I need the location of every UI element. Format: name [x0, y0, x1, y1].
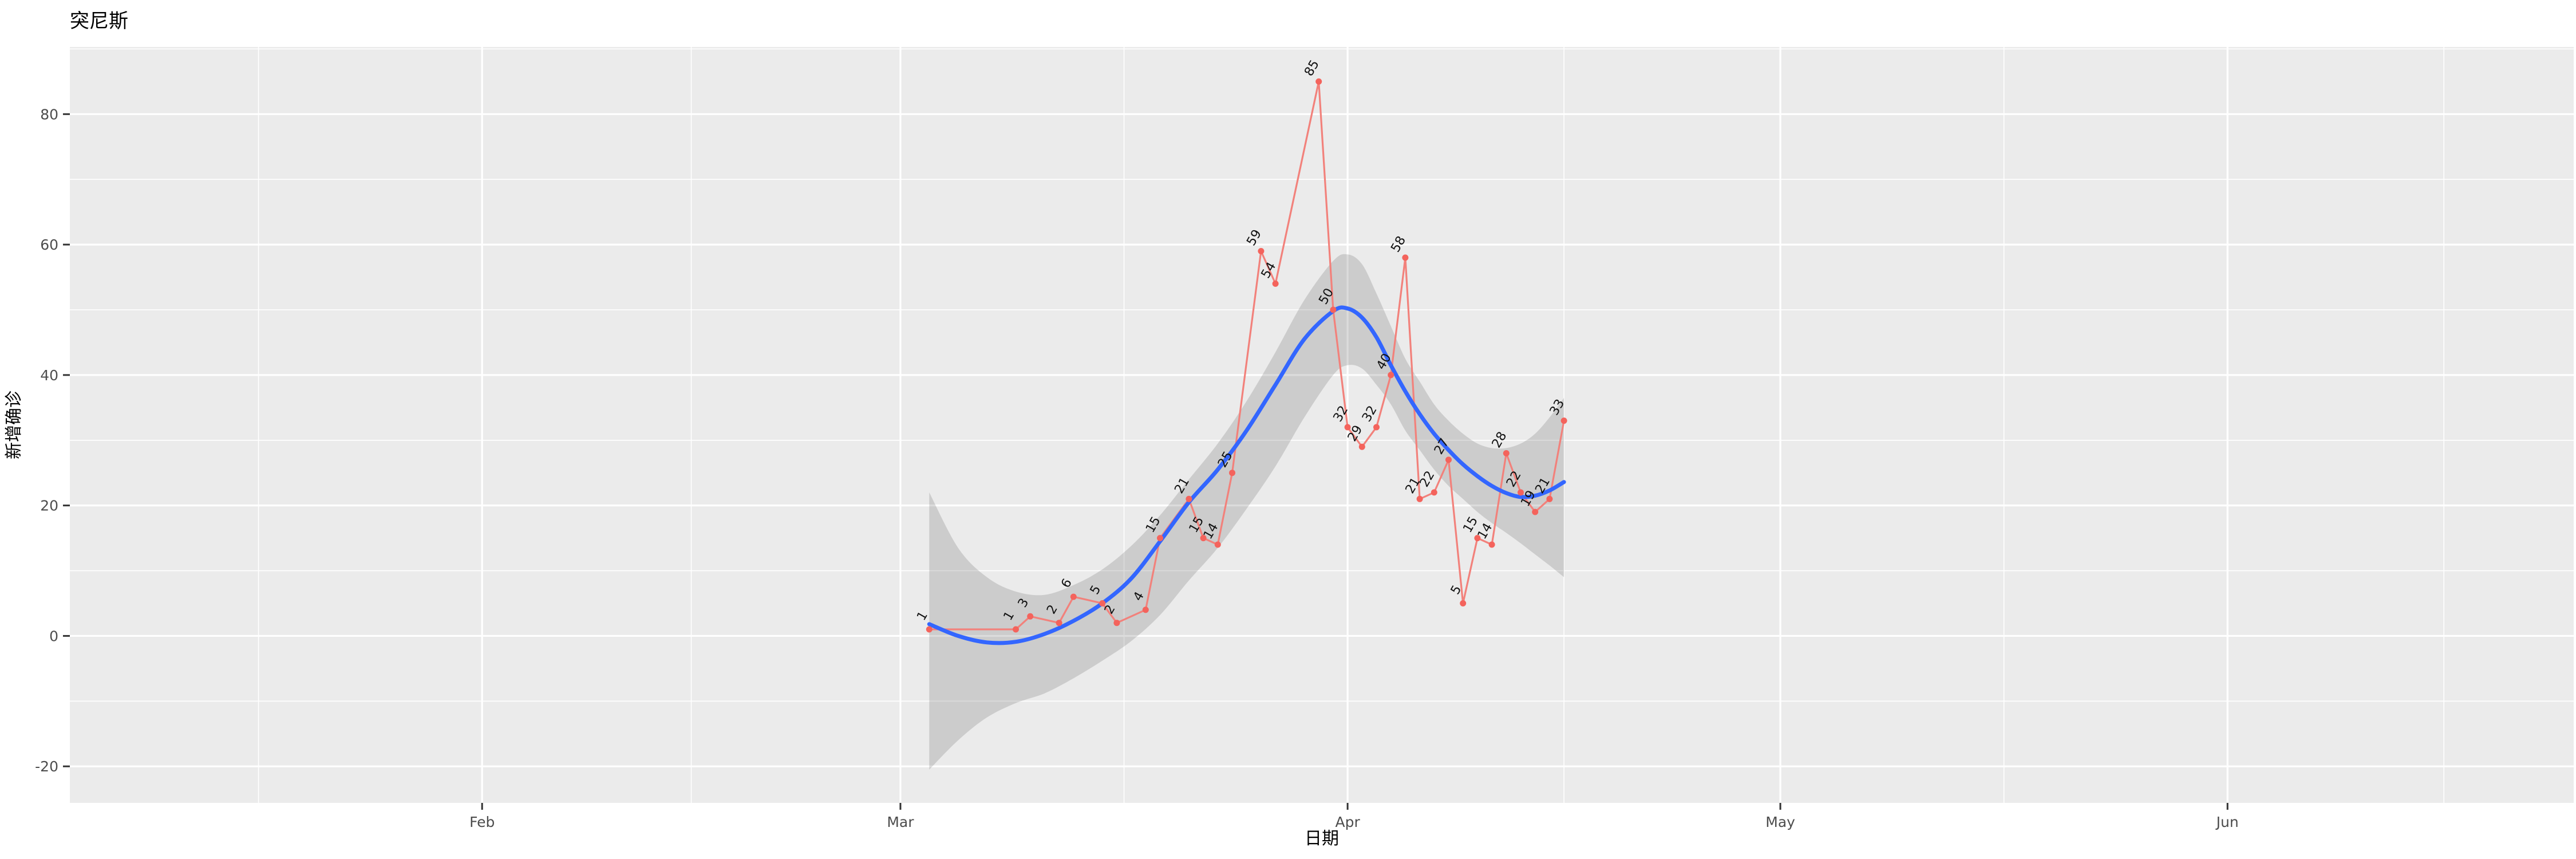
data-point — [1200, 535, 1207, 542]
data-point — [1373, 424, 1380, 431]
data-point — [1402, 254, 1409, 261]
data-point — [1142, 606, 1149, 613]
data-point — [1532, 509, 1539, 515]
grid-major — [70, 47, 2574, 803]
y-tick-label: 80 — [40, 106, 58, 123]
data-point — [1113, 620, 1120, 626]
y-axis-title: 新增确诊 — [4, 391, 24, 459]
data-point — [1388, 372, 1394, 379]
data-point — [1416, 495, 1423, 502]
y-tick-label: 0 — [49, 628, 58, 644]
data-point — [1214, 541, 1221, 548]
data-point — [1503, 450, 1510, 456]
data-point — [1157, 535, 1163, 542]
data-point — [926, 626, 933, 633]
data-point — [1186, 495, 1192, 502]
data-point — [1258, 248, 1265, 254]
axis-ticks — [63, 113, 2229, 810]
x-tick-label: Apr — [1335, 814, 1360, 830]
data-point — [1488, 541, 1495, 548]
x-tick-labels: Feb Mar Apr May Jun — [469, 814, 2239, 830]
plot-panel — [70, 47, 2574, 803]
data-point — [1013, 626, 1019, 633]
x-tick-label: Feb — [469, 814, 495, 830]
y-tick-label: 40 — [40, 367, 58, 384]
data-point — [1229, 470, 1235, 476]
y-tick-label: -20 — [35, 758, 58, 775]
smooth-trend-line — [927, 305, 1566, 645]
y-tick-label: 20 — [40, 498, 58, 514]
data-point — [1315, 78, 1322, 85]
data-points — [926, 78, 1567, 633]
y-tick-label: 60 — [40, 237, 58, 253]
data-point — [1546, 495, 1553, 502]
data-point — [1518, 489, 1524, 496]
data-point — [1099, 600, 1106, 606]
x-tick-label: Jun — [2215, 814, 2239, 830]
data-point — [1460, 600, 1467, 606]
data-point — [1344, 424, 1351, 431]
x-tick-label: May — [1765, 814, 1795, 830]
x-tick-label: Mar — [887, 814, 914, 830]
data-point — [1445, 456, 1452, 463]
data-point — [1431, 489, 1437, 496]
data-point — [1070, 593, 1077, 600]
data-point — [1358, 443, 1365, 450]
data-point — [1056, 620, 1062, 626]
data-point — [1272, 280, 1279, 287]
data-point — [1330, 306, 1337, 313]
data-point — [1027, 613, 1034, 620]
confidence-ribbon — [929, 254, 1564, 770]
data-point — [1560, 417, 1567, 424]
data-point — [1474, 535, 1481, 542]
x-axis-title: 日期 — [1305, 829, 1339, 849]
y-tick-labels: -20 0 20 40 60 80 — [35, 106, 58, 775]
plot-title: 突尼斯 — [70, 10, 128, 33]
